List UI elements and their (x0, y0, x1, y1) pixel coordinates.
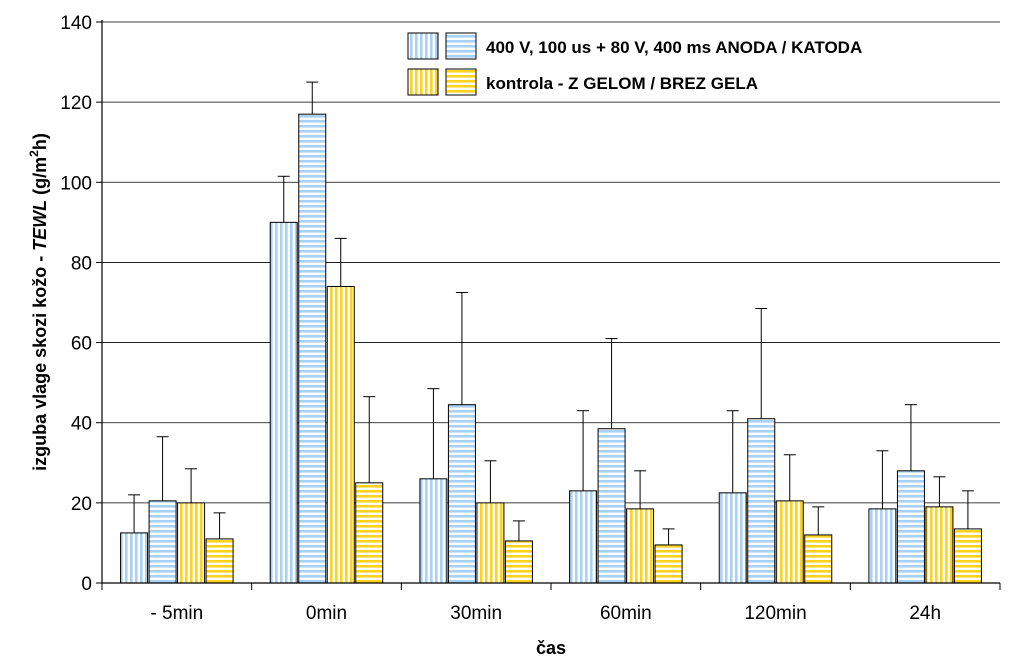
bar-s3-c3 (476, 502, 505, 584)
x-tick-label-120min: 120min (744, 603, 806, 624)
bar-s3-c2 (326, 285, 355, 584)
bar-s1-c5 (718, 492, 747, 584)
bar-s2-c5 (747, 418, 776, 584)
x-tick-label-60min: 60min (600, 603, 652, 624)
y-tick-label-140: 140 (60, 13, 92, 34)
bar-s4-c5 (804, 534, 833, 584)
x-tick-label-30min: 30min (450, 603, 502, 624)
x-tick-label-24h: 24h (909, 603, 941, 624)
y-tick-label-60: 60 (71, 334, 92, 355)
y-tick-label-100: 100 (60, 173, 92, 194)
y-tick-label-40: 40 (71, 414, 92, 435)
legend-swatch-blue-vertical (407, 32, 439, 60)
legend-label-2: kontrola - Z GELOM / BREZ GELA (486, 74, 758, 93)
error-bars (128, 81, 974, 545)
bar-s1-c1 (120, 532, 149, 584)
y-axis-title-unit: (g/m (30, 157, 50, 200)
bar-s3-c4 (626, 508, 655, 584)
bar-s4-c2 (355, 482, 384, 584)
x-tick-label---5min: - 5min (150, 603, 203, 624)
bar-s4-c1 (205, 538, 234, 584)
legend: 400 V, 100 us + 80 V, 400 ms ANODA / KAT… (407, 32, 862, 96)
y-tick-label-120: 120 (60, 93, 92, 114)
x-ticks: - 5min 0min 30min 60min 120min 24h (101, 583, 1001, 624)
legend-label-1: 400 V, 100 us + 80 V, 400 ms ANODA / KAT… (486, 38, 862, 57)
bar-s2-c6 (896, 470, 925, 584)
y-axis-title-unit-end: h) (30, 133, 50, 150)
bar-s1-c6 (868, 508, 897, 584)
x-tick-label-0min: 0min (306, 603, 347, 624)
legend-swatch-yellow-horizontal (445, 68, 477, 96)
legend-swatch-yellow-vertical (407, 68, 439, 96)
bar-s1-c2 (269, 221, 298, 584)
y-axis-title-main: izguba vlage skozi kožo - (30, 251, 50, 471)
bar-s3-c5 (775, 500, 804, 584)
gridlines (102, 21, 1000, 504)
x-axis-title: čas (536, 638, 566, 658)
bar-s2-c4 (597, 428, 626, 584)
y-tick-label-20: 20 (71, 494, 92, 515)
bar-s1-c3 (419, 478, 448, 584)
bar-s4-c6 (953, 528, 982, 584)
bar-s3-c6 (925, 506, 954, 584)
bar-s2-c2 (298, 113, 327, 584)
bars (120, 113, 982, 584)
legend-swatch-blue-horizontal (445, 32, 477, 60)
y-axis-title: izguba vlage skozi kožo - TEWL (g/m2h) (27, 133, 50, 471)
y-tick-label-0: 0 (81, 574, 92, 595)
y-axis-title-sup: 2 (27, 150, 41, 157)
bar-s2-c3 (447, 404, 476, 584)
bar-s4-c3 (504, 540, 533, 584)
bar-s3-c1 (177, 502, 206, 584)
y-axis-title-italic: TEWL (30, 200, 50, 251)
bar-s4-c4 (654, 544, 683, 584)
bar-s2-c1 (148, 500, 177, 584)
y-ticks: 0 20 40 60 80 100 120 140 (60, 13, 102, 595)
y-tick-label-80: 80 (71, 253, 92, 274)
bar-s1-c4 (569, 490, 598, 584)
